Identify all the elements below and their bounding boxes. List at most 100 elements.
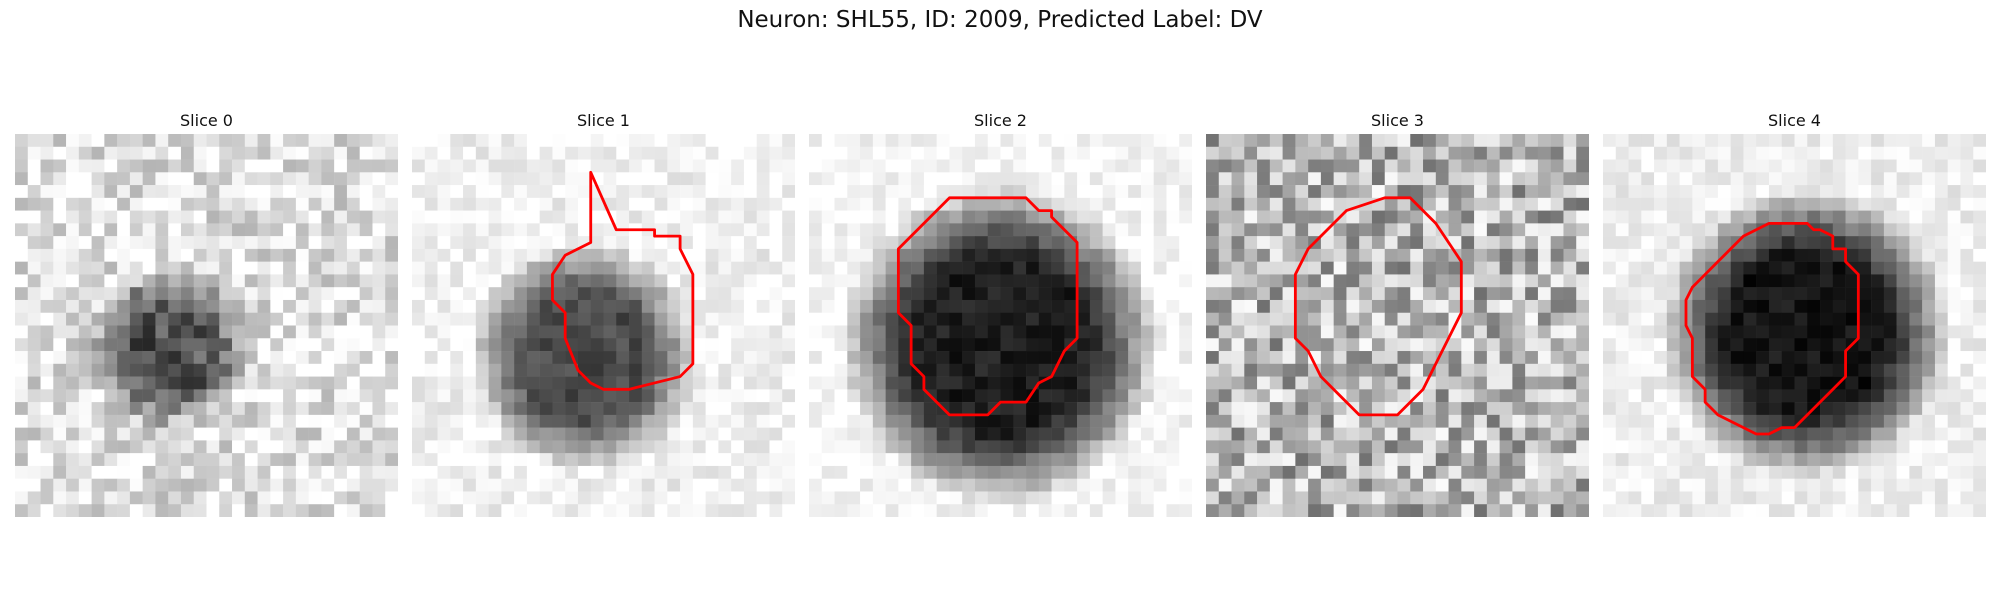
image-pixel	[526, 172, 540, 186]
image-pixel	[782, 338, 795, 352]
image-pixel	[308, 478, 322, 492]
image-pixel	[1550, 223, 1564, 237]
image-pixel	[78, 363, 92, 377]
image-pixel	[1206, 236, 1220, 250]
image-pixel	[898, 299, 912, 313]
image-pixel	[680, 274, 694, 288]
image-pixel	[847, 299, 861, 313]
image-pixel	[756, 427, 770, 441]
image-pixel	[603, 236, 617, 250]
image-pixel	[667, 351, 681, 365]
image-pixel	[346, 210, 360, 224]
image-pixel	[334, 478, 348, 492]
image-pixel	[577, 325, 591, 339]
image-pixel	[987, 389, 1001, 403]
image-pixel	[180, 287, 194, 301]
image-pixel	[1140, 299, 1154, 313]
image-pixel	[437, 453, 451, 467]
image-pixel	[142, 427, 156, 441]
image-pixel	[1781, 223, 1795, 237]
image-pixel	[450, 236, 464, 250]
image-pixel	[539, 338, 553, 352]
image-pixel	[1397, 325, 1411, 339]
image-pixel	[1896, 223, 1910, 237]
image-pixel	[372, 363, 386, 377]
image-pixel	[949, 210, 963, 224]
image-pixel	[219, 185, 233, 199]
image-pixel	[872, 146, 886, 160]
image-pixel	[1486, 491, 1500, 505]
image-pixel	[142, 223, 156, 237]
image-pixel	[1960, 351, 1974, 365]
image-pixel	[66, 210, 80, 224]
image-pixel	[603, 440, 617, 454]
image-pixel	[1705, 427, 1719, 441]
image-pixel	[923, 134, 937, 148]
image-pixel	[616, 351, 630, 365]
image-pixel	[1474, 134, 1488, 148]
image-pixel	[731, 134, 745, 148]
image-pixel	[1705, 465, 1719, 479]
image-pixel	[1179, 491, 1192, 505]
roi-contour	[1293, 196, 1463, 417]
image-pixel	[1845, 172, 1859, 186]
image-pixel	[232, 325, 246, 339]
image-pixel	[1102, 389, 1116, 403]
image-pixel	[1563, 287, 1577, 301]
image-pixel	[705, 478, 719, 492]
image-pixel	[334, 491, 348, 505]
image-pixel	[1909, 338, 1923, 352]
image-pixel	[1743, 427, 1757, 441]
image-pixel	[1282, 159, 1296, 173]
image-pixel	[987, 197, 1001, 211]
image-pixel	[1756, 453, 1770, 467]
image-pixel	[847, 465, 861, 479]
image-pixel	[1051, 414, 1065, 428]
image-pixel	[244, 274, 258, 288]
image-pixel	[1257, 261, 1271, 275]
image-pixel	[539, 414, 553, 428]
image-pixel	[1089, 363, 1103, 377]
image-pixel	[872, 465, 886, 479]
image-pixel	[718, 287, 732, 301]
image-pixel	[27, 338, 41, 352]
image-pixel	[129, 197, 143, 211]
image-pixel	[180, 159, 194, 173]
image-pixel	[987, 274, 1001, 288]
image-pixel	[962, 299, 976, 313]
image-pixel	[731, 299, 745, 313]
image-pixel	[450, 223, 464, 237]
image-pixel	[1615, 146, 1629, 160]
image-pixel	[1641, 440, 1655, 454]
image-pixel	[1397, 376, 1411, 390]
image-pixel	[1934, 414, 1948, 428]
image-pixel	[962, 185, 976, 199]
image-pixel	[1371, 134, 1385, 148]
image-pixel	[1615, 134, 1629, 148]
image-pixel	[180, 185, 194, 199]
image-pixel	[359, 146, 373, 160]
image-pixel	[1269, 453, 1283, 467]
image-pixel	[168, 389, 182, 403]
image-pixel	[1371, 236, 1385, 250]
image-pixel	[1102, 261, 1116, 275]
image-pixel	[1140, 261, 1154, 275]
image-pixel	[1461, 172, 1475, 186]
image-pixel	[1423, 159, 1437, 173]
image-pixel	[1679, 223, 1693, 237]
image-pixel	[385, 478, 398, 492]
image-pixel	[1756, 236, 1770, 250]
image-pixel	[590, 453, 604, 467]
image-pixel	[911, 172, 925, 186]
image-pixel	[1013, 274, 1027, 288]
image-pixel	[1166, 453, 1180, 467]
image-pixel	[219, 325, 233, 339]
image-pixel	[1845, 312, 1859, 326]
image-pixel	[860, 504, 874, 517]
image-pixel	[1128, 287, 1142, 301]
image-pixel	[821, 363, 835, 377]
image-pixel	[705, 465, 719, 479]
image-pixel	[1794, 338, 1808, 352]
image-pixel	[219, 210, 233, 224]
image-pixel	[1858, 197, 1872, 211]
